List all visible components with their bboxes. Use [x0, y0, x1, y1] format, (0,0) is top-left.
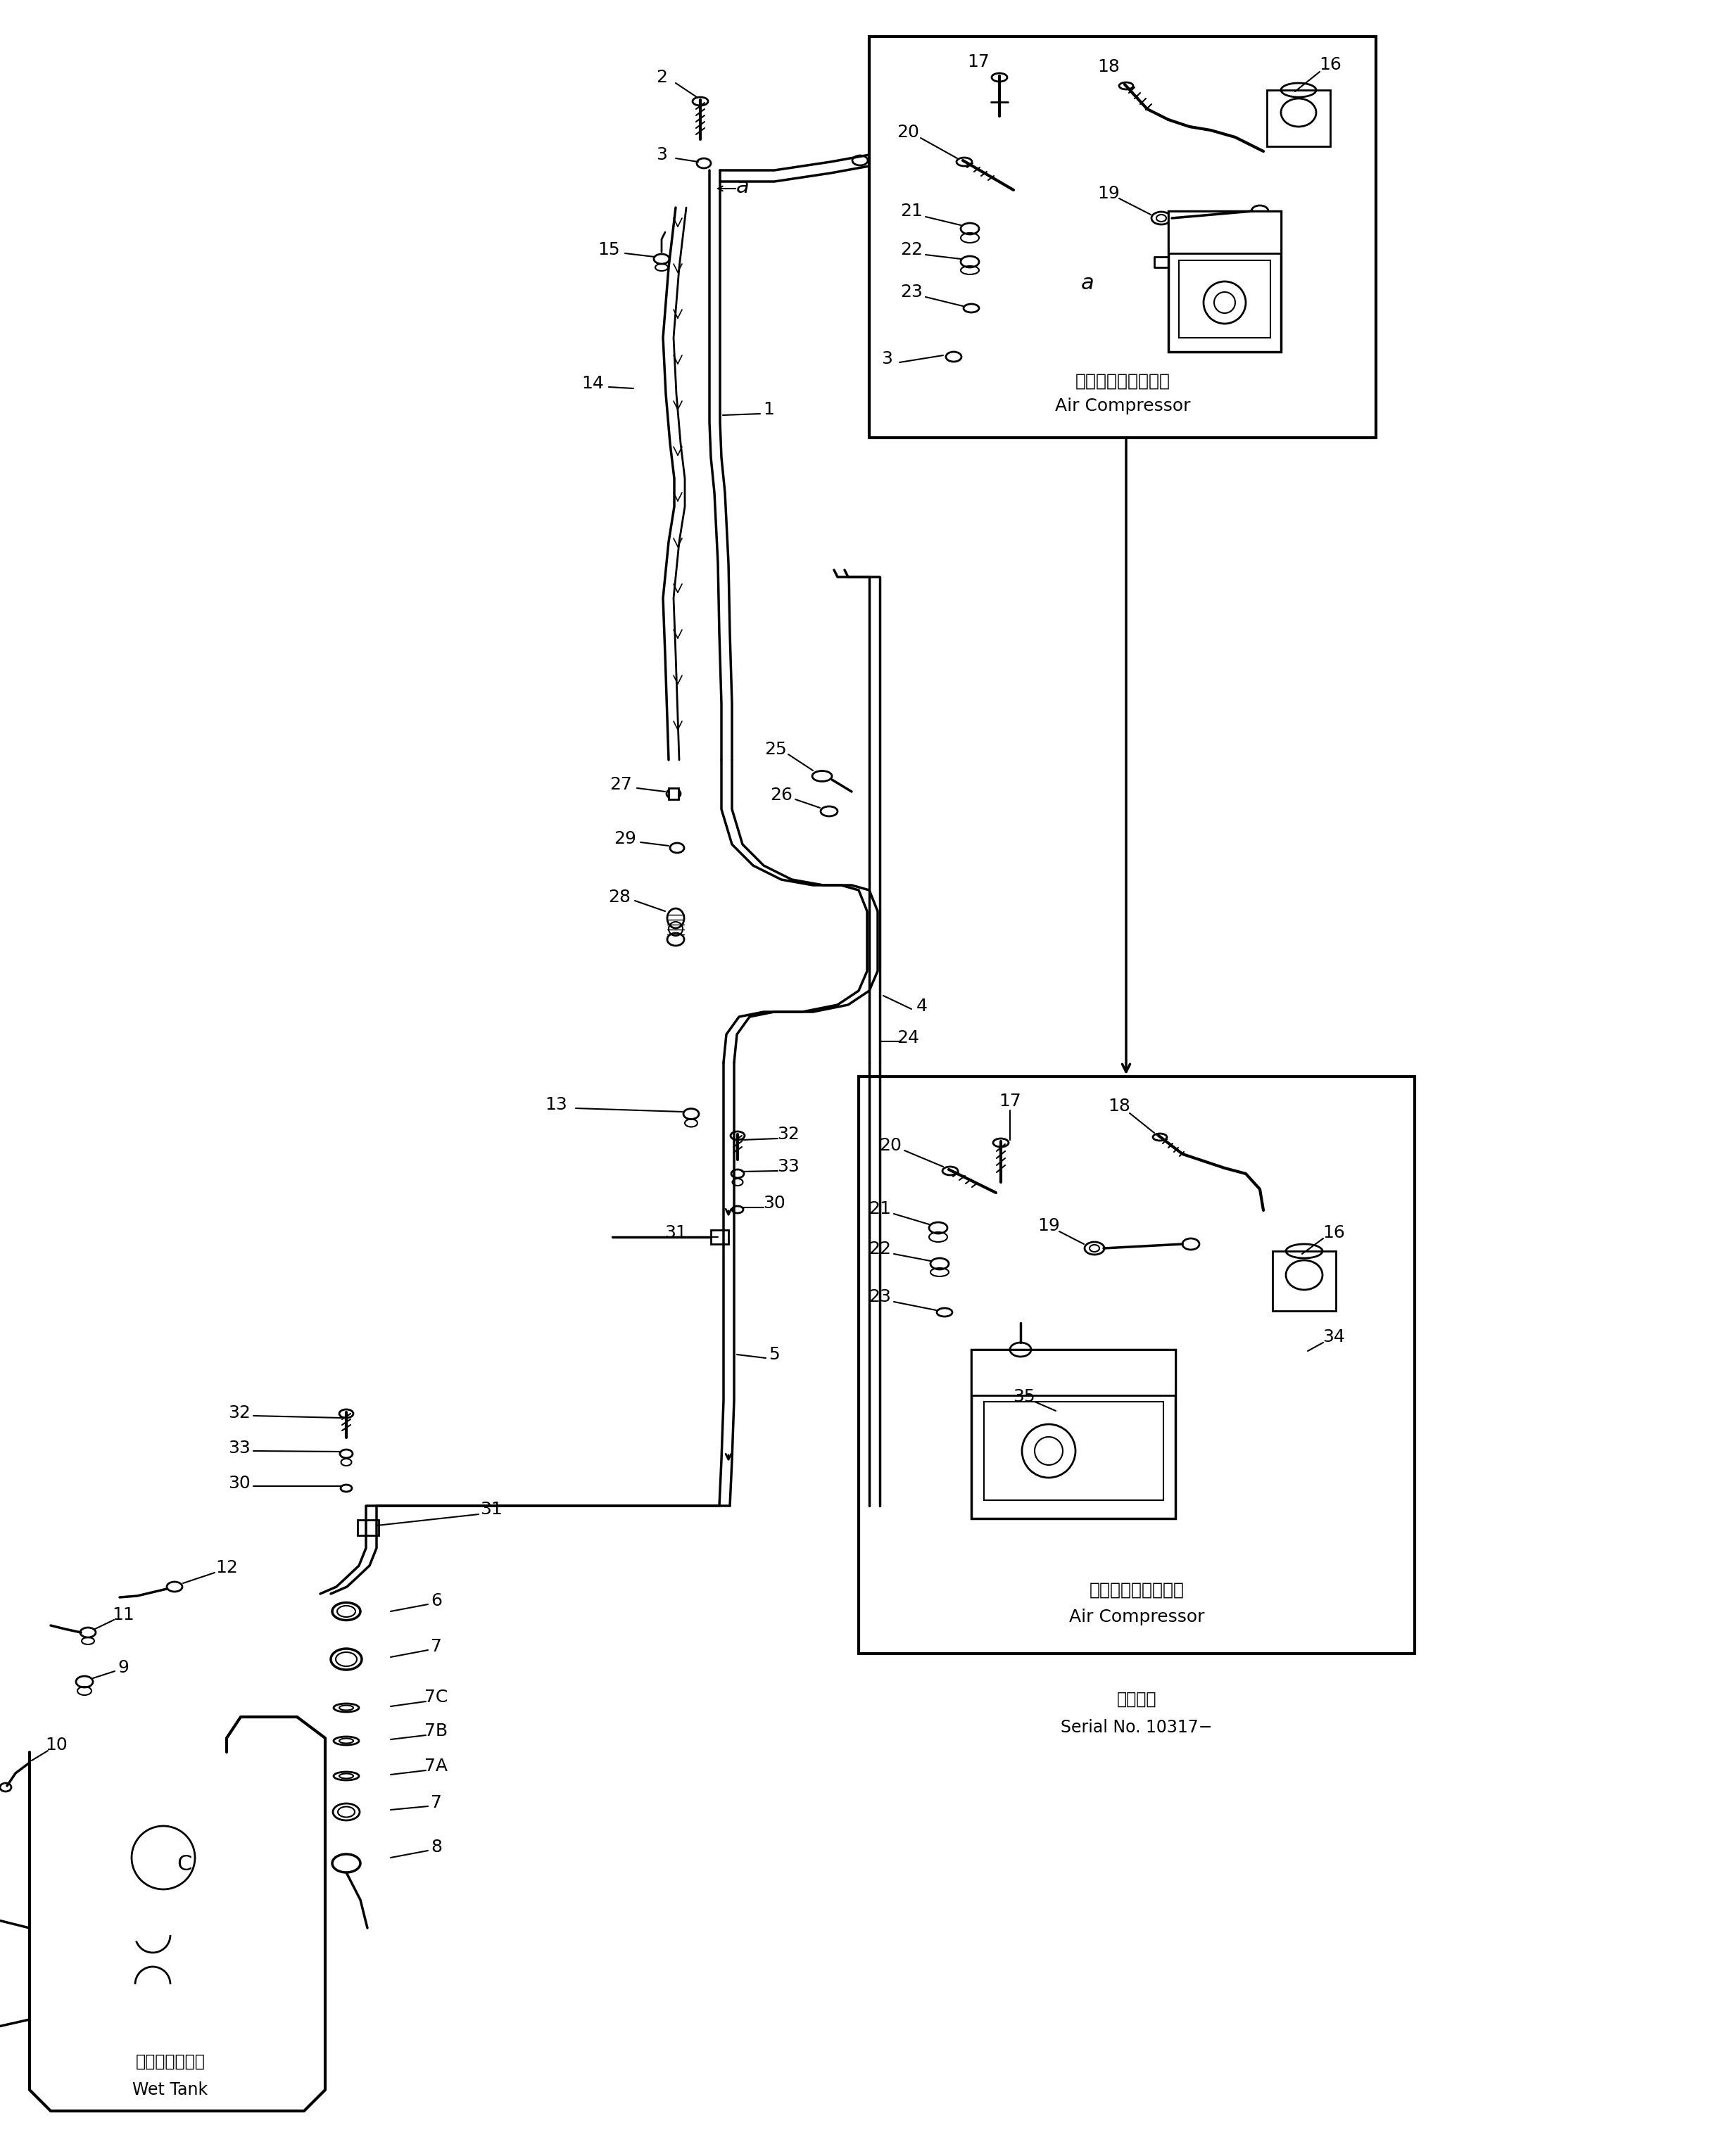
Text: C: C — [176, 1854, 192, 1876]
Text: 12: 12 — [216, 1559, 238, 1576]
Text: 29: 29 — [614, 830, 636, 847]
Text: エアーコンプレッサ: エアーコンプレッサ — [1090, 1583, 1184, 1600]
Text: 33: 33 — [228, 1440, 250, 1457]
Text: 19: 19 — [1097, 185, 1119, 203]
Text: 18: 18 — [1097, 58, 1119, 75]
Bar — [859, 1076, 1415, 1654]
Text: 7B: 7B — [424, 1723, 448, 1740]
Bar — [1169, 211, 1282, 252]
Bar — [984, 1401, 1163, 1501]
Text: 28: 28 — [607, 888, 631, 906]
Text: 16: 16 — [1323, 1225, 1345, 1242]
Text: 9: 9 — [118, 1660, 128, 1675]
Text: 19: 19 — [1037, 1218, 1059, 1233]
Text: 適用号機: 適用号機 — [1117, 1690, 1157, 1708]
Text: 32: 32 — [228, 1404, 250, 1421]
Text: Wet Tank: Wet Tank — [133, 2081, 209, 2098]
Text: 1: 1 — [763, 401, 773, 418]
Text: 24: 24 — [897, 1028, 919, 1046]
Text: 23: 23 — [900, 285, 922, 300]
Text: 6: 6 — [431, 1593, 441, 1608]
Text: 22: 22 — [869, 1240, 891, 1257]
Text: 3: 3 — [881, 351, 893, 367]
Text: 20: 20 — [897, 123, 919, 140]
Text: 26: 26 — [770, 787, 792, 804]
Text: 34: 34 — [1323, 1328, 1345, 1345]
Text: 31: 31 — [481, 1501, 503, 1518]
Text: 32: 32 — [777, 1125, 799, 1143]
Text: 17: 17 — [967, 54, 989, 71]
Text: 8: 8 — [431, 1839, 441, 1856]
Text: 23: 23 — [869, 1289, 891, 1304]
Text: a: a — [1081, 272, 1093, 293]
Text: 35: 35 — [1013, 1388, 1035, 1406]
Bar — [1179, 261, 1270, 338]
Bar — [1273, 1250, 1336, 1311]
Text: Air Compressor: Air Compressor — [1056, 397, 1191, 414]
Bar — [669, 789, 679, 800]
Text: 3: 3 — [655, 147, 667, 164]
Text: 14: 14 — [582, 375, 604, 392]
Text: 7C: 7C — [424, 1688, 448, 1705]
Text: 22: 22 — [900, 241, 922, 259]
Text: 30: 30 — [763, 1194, 785, 1212]
Bar — [869, 37, 1376, 438]
Text: 17: 17 — [999, 1093, 1021, 1110]
Text: 4: 4 — [917, 998, 927, 1015]
Text: 7A: 7A — [424, 1757, 448, 1774]
Text: 31: 31 — [664, 1225, 686, 1242]
Text: 2: 2 — [655, 69, 667, 86]
Text: 20: 20 — [879, 1136, 902, 1153]
Bar — [710, 1229, 729, 1244]
Bar — [1169, 211, 1282, 351]
Text: 18: 18 — [1107, 1097, 1131, 1115]
Text: 30: 30 — [228, 1475, 250, 1492]
Text: 7: 7 — [431, 1639, 441, 1656]
Text: 10: 10 — [44, 1736, 67, 1753]
Text: エアーコンプレッサ: エアーコンプレッサ — [1075, 373, 1170, 390]
Text: 33: 33 — [777, 1158, 799, 1175]
Bar — [1266, 91, 1329, 147]
Bar — [358, 1520, 378, 1535]
Bar — [972, 1350, 1175, 1395]
Text: Serial No. 10317−: Serial No. 10317− — [1061, 1718, 1213, 1736]
Text: 15: 15 — [597, 241, 619, 259]
Text: Air Compressor: Air Compressor — [1069, 1608, 1205, 1626]
Text: 25: 25 — [765, 742, 787, 759]
Text: 16: 16 — [1319, 56, 1341, 73]
Text: 7: 7 — [431, 1794, 441, 1811]
Text: 11: 11 — [111, 1606, 135, 1623]
Text: 13: 13 — [544, 1095, 566, 1112]
Text: a: a — [736, 177, 749, 196]
Bar — [972, 1350, 1175, 1518]
Text: ウェットタンク: ウェットタンク — [135, 2053, 205, 2070]
Text: 21: 21 — [869, 1201, 891, 1218]
Text: 27: 27 — [609, 776, 631, 793]
Text: 5: 5 — [768, 1345, 780, 1363]
Text: 21: 21 — [900, 203, 922, 220]
